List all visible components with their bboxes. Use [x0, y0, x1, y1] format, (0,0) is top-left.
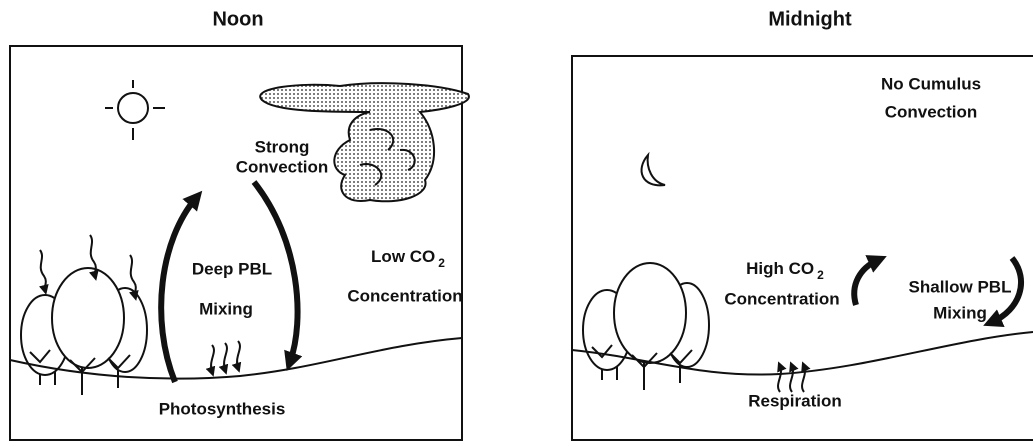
co2-uptake — [237, 341, 240, 368]
noon-panel: Noon Strong Convection Deep PBL Mixing L… — [10, 8, 469, 440]
co2-release — [778, 366, 781, 392]
label: Concentration — [724, 289, 839, 308]
panel-title: Midnight — [768, 8, 852, 30]
label: Mixing — [933, 303, 987, 322]
label: Mixing — [199, 299, 253, 318]
co2-release — [802, 366, 805, 392]
label: Convection — [236, 157, 329, 176]
mixing-arrow — [854, 260, 878, 305]
label: No Cumulus — [881, 74, 981, 93]
label: Convection — [885, 102, 978, 121]
co2-uptake — [224, 343, 227, 370]
co2-release — [790, 366, 793, 392]
label: Photosynthesis — [159, 399, 286, 418]
mixing-arrow — [161, 198, 196, 382]
diagram: Noon Strong Convection Deep PBL Mixing L… — [0, 0, 1033, 447]
panel-title: Noon — [212, 8, 263, 30]
co2-uptake — [211, 345, 214, 372]
label: Shallow PBL — [909, 277, 1012, 296]
trees — [21, 268, 147, 395]
moon — [642, 155, 665, 185]
sun — [105, 80, 165, 140]
label: Respiration — [748, 391, 842, 410]
trees — [583, 263, 709, 390]
label: Concentration — [347, 286, 462, 305]
co2-uptake — [40, 250, 46, 290]
label: Deep PBL — [192, 259, 272, 278]
label: Strong — [255, 137, 310, 156]
